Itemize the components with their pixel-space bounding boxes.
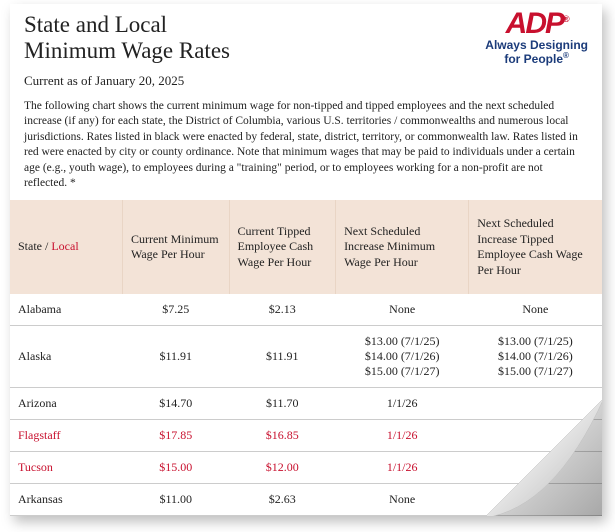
cell-c2: $12.00 [229, 452, 336, 484]
cell-c2: $2.63 [229, 484, 336, 516]
cell-c3: None [336, 484, 469, 516]
cell-c1: $11.91 [122, 326, 229, 388]
cell-c2: $16.85 [229, 420, 336, 452]
cell-c3: 1/1/26 [336, 420, 469, 452]
document-sheet: State and Local Minimum Wage Rates Curre… [10, 4, 602, 516]
table-row: Alaska$11.91$11.91$13.00 (7/1/25)$14.00 … [10, 326, 602, 388]
table-row: Arkansas$11.00$2.63None [10, 484, 602, 516]
cell-name: Tucson [10, 452, 122, 484]
wage-table: State / Local Current Minimum Wage Per H… [10, 200, 602, 516]
cell-name: Arizona [10, 388, 122, 420]
cell-c2: $11.70 [229, 388, 336, 420]
cell-c1: $15.00 [122, 452, 229, 484]
intro-paragraph: The following chart shows the current mi… [10, 89, 602, 200]
cell-name: Alaska [10, 326, 122, 388]
adp-logo: ADP® Always Designing for People® [485, 10, 588, 66]
cell-c1: $11.00 [122, 484, 229, 516]
col-current-min: Current Minimum Wage Per Hour [122, 200, 229, 294]
col-current-tipped: Current Tipped Employee Cash Wage Per Ho… [229, 200, 336, 294]
table-row: Tucson$15.00$12.001/1/26 [10, 452, 602, 484]
cell-c1: $14.70 [122, 388, 229, 420]
cell-c1: $17.85 [122, 420, 229, 452]
cell-c4 [469, 484, 602, 516]
cell-c4: None [469, 294, 602, 326]
cell-c4 [469, 420, 602, 452]
cell-c4: $13.00 (7/1/25)$14.00 (7/1/26)$15.00 (7/… [469, 326, 602, 388]
logo-tagline-2: for People [504, 52, 563, 66]
cell-c3: None [336, 294, 469, 326]
logo-tagline-1: Always Designing [485, 38, 588, 52]
cell-name: Arkansas [10, 484, 122, 516]
current-as-of: Current as of January 20, 2025 [24, 73, 588, 89]
table-row: Arizona$14.70$11.701/1/26 [10, 388, 602, 420]
cell-c1: $7.25 [122, 294, 229, 326]
cell-name: Flagstaff [10, 420, 122, 452]
cell-c4 [469, 452, 602, 484]
table-row: Flagstaff$17.85$16.851/1/26 [10, 420, 602, 452]
table-row: Alabama$7.25$2.13NoneNone [10, 294, 602, 326]
cell-c3: 1/1/26 [336, 452, 469, 484]
cell-c4 [469, 388, 602, 420]
cell-c3: $13.00 (7/1/25)$14.00 (7/1/26)$15.00 (7/… [336, 326, 469, 388]
cell-c2: $2.13 [229, 294, 336, 326]
col-next-tipped: Next Scheduled Increase Tipped Employee … [469, 200, 602, 294]
col-next-min: Next Scheduled Increase Minimum Wage Per… [336, 200, 469, 294]
cell-name: Alabama [10, 294, 122, 326]
cell-c3: 1/1/26 [336, 388, 469, 420]
logo-brand: ADP [506, 7, 563, 40]
cell-c2: $11.91 [229, 326, 336, 388]
col-state-local: State / Local [10, 200, 122, 294]
